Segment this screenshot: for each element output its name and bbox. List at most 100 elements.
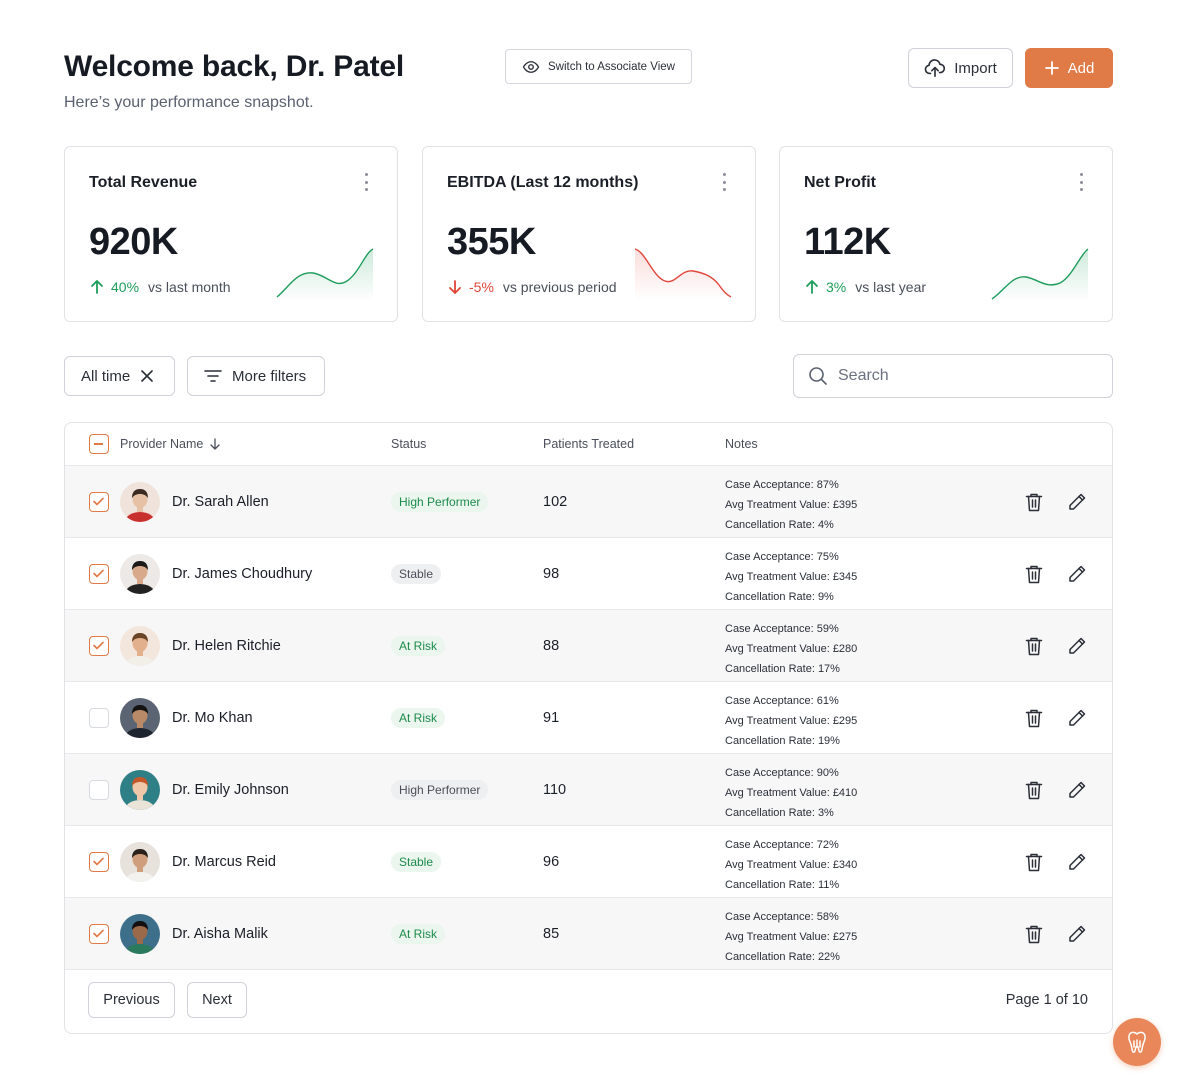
- row-checkbox[interactable]: [89, 780, 109, 800]
- provider-notes: Case Acceptance: 61% Avg Treatment Value…: [725, 691, 857, 751]
- kpi-trend-percent: 3%: [826, 279, 847, 295]
- note-case-acceptance: Case Acceptance: 90%: [725, 767, 839, 779]
- note-avg-treatment-value: Avg Treatment Value: £340: [725, 859, 858, 871]
- note-cancellation-rate: Cancellation Rate: 3%: [725, 807, 834, 819]
- row-checkbox[interactable]: [89, 852, 109, 872]
- row-checkbox[interactable]: [89, 636, 109, 656]
- table-row[interactable]: Dr. James Choudhury Stable 98 Case Accep…: [65, 538, 1112, 610]
- trash-icon[interactable]: [1023, 563, 1045, 585]
- pencil-icon[interactable]: [1066, 707, 1088, 729]
- trash-icon[interactable]: [1023, 491, 1045, 513]
- kpi-card-value: 355K: [447, 221, 536, 263]
- kpi-cards: Total Revenue 920K 40% vs last month EBI…: [64, 146, 1113, 322]
- arrow-down-icon: [210, 438, 221, 450]
- patients-treated: 96: [543, 854, 560, 870]
- row-checkbox[interactable]: [89, 492, 109, 512]
- provider-notes: Case Acceptance: 75% Avg Treatment Value…: [725, 547, 857, 607]
- trash-icon[interactable]: [1023, 635, 1045, 657]
- kpi-card-total-revenue: Total Revenue 920K 40% vs last month: [64, 146, 398, 322]
- pencil-icon[interactable]: [1066, 491, 1088, 513]
- avatar: [120, 554, 160, 594]
- providers-table: Provider Name Status Patients Treated No…: [64, 422, 1113, 1034]
- trash-icon[interactable]: [1023, 779, 1045, 801]
- row-checkbox[interactable]: [89, 924, 109, 944]
- pencil-icon[interactable]: [1066, 779, 1088, 801]
- provider-notes: Case Acceptance: 87% Avg Treatment Value…: [725, 475, 857, 535]
- kpi-card-trend: 40% vs last month: [89, 279, 231, 295]
- column-provider-label: Provider Name: [120, 437, 204, 451]
- avatar: [120, 914, 160, 954]
- table-row[interactable]: Dr. Sarah Allen High Performer 102 Case …: [65, 466, 1112, 538]
- filter-bar: All time More filters: [64, 354, 1113, 398]
- more-filters-button[interactable]: More filters: [187, 356, 325, 396]
- more-filters-label: More filters: [232, 367, 307, 385]
- pencil-icon[interactable]: [1066, 563, 1088, 585]
- avatar: [120, 626, 160, 666]
- more-vertical-icon[interactable]: [1078, 173, 1084, 191]
- provider-name: Dr. Mo Khan: [172, 710, 253, 726]
- note-avg-treatment-value: Avg Treatment Value: £395: [725, 499, 858, 511]
- note-case-acceptance: Case Acceptance: 87%: [725, 479, 839, 491]
- import-label: Import: [954, 59, 997, 77]
- patients-treated: 88: [543, 638, 560, 654]
- add-button[interactable]: Add: [1025, 48, 1113, 88]
- column-patients-treated: Patients Treated: [543, 437, 635, 451]
- note-cancellation-rate: Cancellation Rate: 4%: [725, 519, 834, 531]
- pencil-icon[interactable]: [1066, 923, 1088, 945]
- table-row[interactable]: Dr. Mo Khan At Risk 91 Case Acceptance: …: [65, 682, 1112, 754]
- switch-view-label: Switch to Associate View: [548, 60, 675, 73]
- provider-name: Dr. Marcus Reid: [172, 854, 276, 870]
- table-row[interactable]: Dr. Marcus Reid Stable 96 Case Acceptanc…: [65, 826, 1112, 898]
- previous-page-button[interactable]: Previous: [88, 982, 175, 1018]
- provider-notes: Case Acceptance: 58% Avg Treatment Value…: [725, 907, 857, 967]
- row-checkbox[interactable]: [89, 708, 109, 728]
- sparkline-up: [276, 248, 374, 301]
- arrow-up-icon: [806, 280, 818, 294]
- arrow-up-icon: [91, 280, 103, 294]
- next-page-button[interactable]: Next: [187, 982, 247, 1018]
- note-avg-treatment-value: Avg Treatment Value: £410: [725, 787, 858, 799]
- provider-notes: Case Acceptance: 72% Avg Treatment Value…: [725, 835, 857, 895]
- provider-name: Dr. Helen Ritchie: [172, 638, 281, 654]
- trash-icon[interactable]: [1023, 851, 1045, 873]
- time-filter-label: All time: [81, 367, 131, 385]
- pencil-icon[interactable]: [1066, 851, 1088, 873]
- note-case-acceptance: Case Acceptance: 75%: [725, 551, 839, 563]
- kpi-trend-percent: 40%: [111, 279, 140, 295]
- table-row[interactable]: Dr. Aisha Malik At Risk 85 Case Acceptan…: [65, 898, 1112, 970]
- import-button[interactable]: Import: [908, 48, 1013, 88]
- kpi-card-net-profit: Net Profit 112K 3% vs last year: [779, 146, 1113, 322]
- note-case-acceptance: Case Acceptance: 72%: [725, 839, 839, 851]
- kpi-card-value: 920K: [89, 221, 178, 263]
- status-badge: At Risk: [391, 924, 446, 944]
- provider-notes: Case Acceptance: 90% Avg Treatment Value…: [725, 763, 857, 823]
- select-all-checkbox[interactable]: [89, 434, 109, 454]
- time-filter-chip[interactable]: All time: [64, 356, 175, 396]
- pencil-icon[interactable]: [1066, 635, 1088, 657]
- column-provider-name[interactable]: Provider Name: [120, 437, 221, 451]
- more-vertical-icon[interactable]: [363, 173, 369, 191]
- note-avg-treatment-value: Avg Treatment Value: £345: [725, 571, 858, 583]
- more-vertical-icon[interactable]: [721, 173, 727, 191]
- column-status: Status: [391, 437, 427, 451]
- search-input[interactable]: [838, 367, 1078, 385]
- switch-associate-view-button[interactable]: Switch to Associate View: [505, 49, 692, 84]
- kpi-trend-label: vs previous period: [502, 279, 617, 295]
- note-case-acceptance: Case Acceptance: 59%: [725, 623, 839, 635]
- table-row[interactable]: Dr. Emily Johnson High Performer 110 Cas…: [65, 754, 1112, 826]
- assistant-fab[interactable]: [1113, 1018, 1161, 1066]
- status-badge: High Performer: [391, 780, 489, 800]
- table-row[interactable]: Dr. Helen Ritchie At Risk 88 Case Accept…: [65, 610, 1112, 682]
- trash-icon[interactable]: [1023, 707, 1045, 729]
- status-badge: At Risk: [391, 636, 446, 656]
- close-icon[interactable]: [140, 369, 154, 383]
- row-checkbox[interactable]: [89, 564, 109, 584]
- page-info: Page 1 of 10: [1005, 992, 1088, 1008]
- trash-icon[interactable]: [1023, 923, 1045, 945]
- page-subtitle: Here’s your performance snapshot.: [64, 94, 314, 111]
- kpi-card-trend: 3% vs last year: [804, 279, 926, 295]
- avatar: [120, 482, 160, 522]
- note-cancellation-rate: Cancellation Rate: 17%: [725, 663, 840, 675]
- note-avg-treatment-value: Avg Treatment Value: £295: [725, 715, 858, 727]
- search-box[interactable]: [793, 354, 1113, 398]
